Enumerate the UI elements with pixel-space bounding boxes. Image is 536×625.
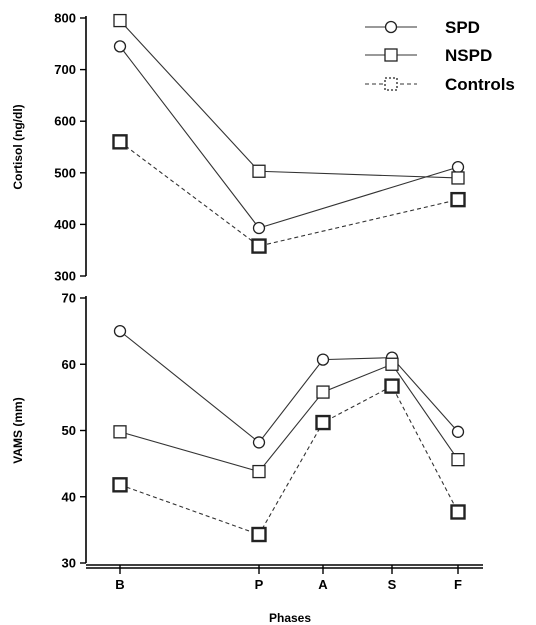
cortisol-nspd-line — [119, 20, 459, 179]
x-tick-label: P — [255, 577, 264, 592]
vams-nspd-point — [316, 385, 330, 399]
vams-spd-point — [252, 436, 266, 449]
vams-y-tick-label: 40 — [62, 489, 76, 504]
cortisol-y-tick-label: 600 — [54, 114, 76, 129]
cortisol-controls-point — [450, 191, 466, 208]
cortisol-y-tick-label: 700 — [54, 62, 76, 77]
x-tick-label: B — [115, 577, 124, 592]
vams-panel: 30 40 50 60 70 VAMS (mm) B P A S F Phases — [11, 291, 483, 625]
legend-controls-label: Controls — [445, 75, 515, 94]
vams-nspd-line — [119, 363, 459, 473]
vams-nspd-point — [451, 452, 465, 467]
vams-spd-point — [316, 353, 330, 366]
vams-nspd-point — [252, 464, 266, 479]
x-tick-label: A — [318, 577, 328, 592]
cortisol-panel: 300 400 500 600 700 800 Cortisol (ng/dl) — [11, 11, 466, 284]
x-tick-label: F — [454, 577, 462, 592]
cortisol-spd-point — [252, 221, 266, 235]
cortisol-y-tick-label: 800 — [54, 11, 76, 26]
vams-spd-point — [113, 324, 127, 338]
cortisol-nspd-point — [113, 13, 127, 28]
x-axis-title: Phases — [269, 611, 311, 625]
legend-spd-swatch-marker — [384, 20, 398, 34]
vams-spd-point — [451, 425, 465, 438]
legend-nspd-swatch-marker — [384, 48, 398, 62]
cortisol-controls-line — [119, 141, 459, 247]
cortisol-nspd-point — [451, 171, 465, 185]
vams-y-tick-label: 50 — [62, 423, 76, 438]
legend-controls-swatch-marker — [384, 77, 398, 91]
vams-controls-point — [251, 526, 267, 543]
x-tick-label: S — [388, 577, 397, 592]
cortisol-controls-point — [112, 134, 128, 150]
vams-controls-point — [384, 378, 400, 394]
cortisol-spd-line — [119, 46, 459, 229]
vams-y-tick-label: 30 — [62, 556, 76, 571]
legend: SPD NSPD Controls — [365, 18, 515, 94]
vams-controls-point — [315, 414, 331, 431]
vams-y-tick-label: 60 — [62, 357, 76, 372]
cortisol-controls-point — [251, 238, 267, 254]
cortisol-spd-point — [451, 160, 465, 174]
cortisol-y-tick-label: 400 — [54, 217, 76, 232]
legend-spd-label: SPD — [445, 18, 480, 37]
vams-y-axis-title: VAMS (mm) — [11, 397, 25, 463]
vams-y-tick-label: 70 — [62, 291, 76, 306]
cortisol-spd-point — [113, 40, 127, 53]
vams-nspd-point — [113, 425, 127, 439]
vams-controls-line — [119, 385, 459, 536]
vams-controls-point — [450, 504, 466, 520]
legend-nspd-label: NSPD — [445, 46, 492, 65]
vams-nspd-point — [385, 357, 399, 371]
vams-controls-point — [112, 477, 128, 493]
cortisol-nspd-point — [252, 164, 266, 178]
cortisol-y-tick-label: 500 — [54, 165, 76, 180]
cortisol-y-tick-label: 300 — [54, 269, 76, 284]
cortisol-y-axis-title: Cortisol (ng/dl) — [11, 104, 25, 189]
